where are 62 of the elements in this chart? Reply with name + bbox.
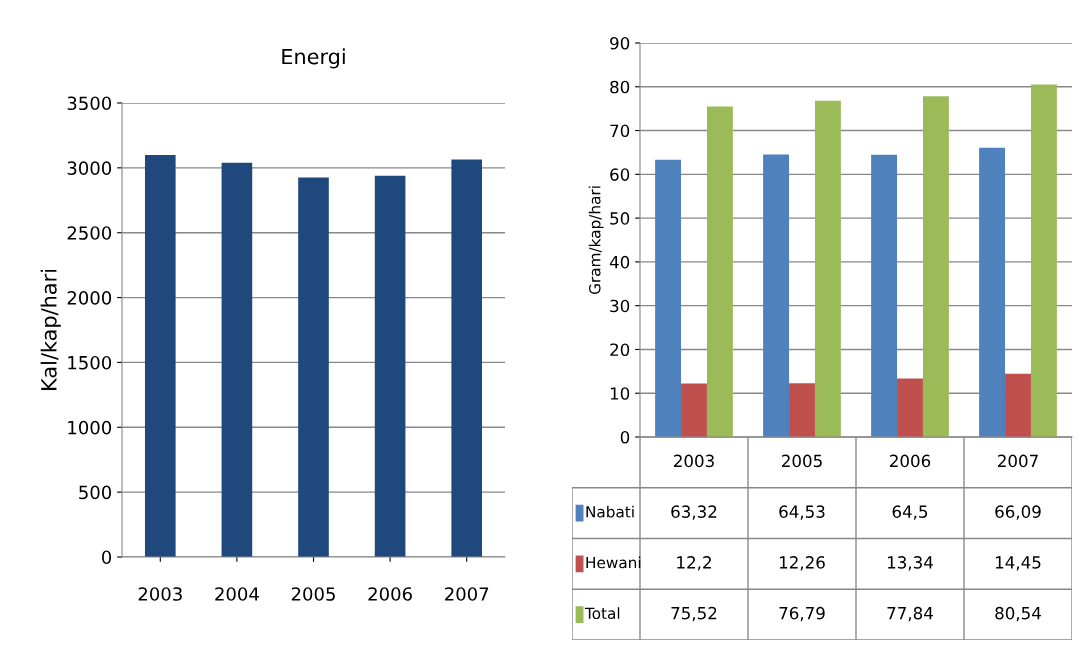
x-tick-label: 2003 <box>674 454 714 468</box>
bar <box>922 96 949 437</box>
x-tick-label: 2005 <box>291 587 335 601</box>
y-tick-label: 1000 <box>68 420 112 435</box>
y-tick-label: 10 <box>610 387 630 400</box>
x-tick-label: 2007 <box>445 587 489 601</box>
data-label: 14,45 <box>995 556 1041 571</box>
bar <box>789 383 815 437</box>
bar <box>871 154 898 437</box>
bar <box>221 162 253 557</box>
bar <box>144 154 176 557</box>
y-tick-label: 60 <box>610 168 630 181</box>
y-tick-label: 30 <box>610 299 630 313</box>
y-tick-label: 3500 <box>67 96 112 111</box>
y-tick-label: 3000 <box>67 161 112 175</box>
y-tick-label: 40 <box>609 255 630 269</box>
data-label: 12,26 <box>779 556 825 571</box>
x-tick-label: 2004 <box>215 587 259 601</box>
y-tick-label: 500 <box>79 485 112 500</box>
x-tick-label: 2007 <box>998 454 1038 468</box>
bar <box>298 177 329 557</box>
data-label: 12,2 <box>677 556 711 571</box>
bar <box>1030 84 1057 437</box>
bar <box>979 147 1006 437</box>
x-tick-label: 2003 <box>138 587 182 601</box>
y-tick-label: 1500 <box>68 355 112 370</box>
bar <box>1005 373 1031 437</box>
data-label: 77,84 <box>887 606 933 622</box>
data-label: 80,54 <box>995 606 1041 622</box>
bar <box>706 106 733 437</box>
y-axis-title: Kal/kap/hari <box>40 270 61 390</box>
data-label: 66,09 <box>995 505 1041 520</box>
y-tick-label: 50 <box>610 212 630 225</box>
y-tick-label: 2000 <box>67 291 112 305</box>
bar <box>763 154 790 437</box>
y-tick-label: 80 <box>610 80 630 94</box>
data-label: 63,32 <box>671 505 717 520</box>
bar <box>681 383 707 437</box>
legend-label: Total <box>584 607 620 620</box>
y-tick-label: 70 <box>610 124 630 138</box>
bar <box>897 378 923 437</box>
data-label: 64,53 <box>779 505 825 520</box>
x-tick-label: 2006 <box>368 587 412 601</box>
y-tick-label: 2500 <box>67 226 112 240</box>
y-tick-label: 0 <box>620 430 630 444</box>
data-label: 76,79 <box>779 606 825 622</box>
bar <box>451 159 483 557</box>
y-tick-label: 90 <box>610 36 630 50</box>
chart-title: Energi <box>282 48 345 69</box>
x-tick-label: 2005 <box>782 454 822 468</box>
y-tick-label: 0 <box>101 550 112 565</box>
bar <box>655 159 682 437</box>
x-tick-label: 2006 <box>890 454 931 468</box>
y-axis-title: Gram/kap/hari <box>588 186 604 295</box>
data-label: 64,5 <box>892 505 928 520</box>
legend-label: Hewani <box>586 556 641 569</box>
data-label: 13,34 <box>887 556 933 571</box>
bar <box>374 175 406 557</box>
bar <box>814 100 841 437</box>
legend-label: Nabati <box>586 505 634 518</box>
data-label: 75,52 <box>671 606 717 622</box>
y-tick-label: 20 <box>610 343 630 357</box>
